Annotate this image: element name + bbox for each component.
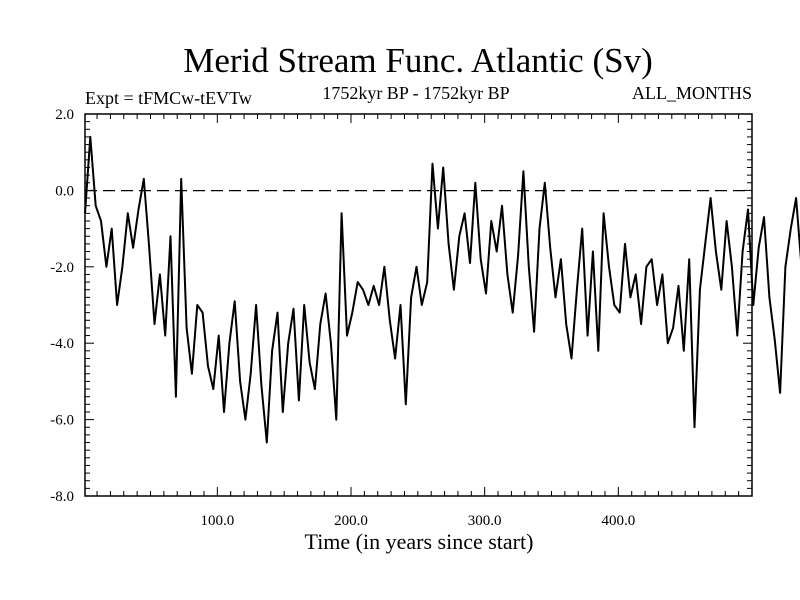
time-range-label: 1752kyr BP - 1752kyr BP — [322, 83, 509, 103]
x-tick-label: 400.0 — [601, 513, 635, 529]
y-tick-label: 2.0 — [55, 107, 74, 123]
season-label: ALL_MONTHS — [632, 83, 752, 103]
y-tick-label: -4.0 — [50, 336, 74, 352]
y-tick-label: -6.0 — [50, 413, 74, 429]
x-tick-label: 100.0 — [200, 513, 234, 529]
plot-frame — [84, 113, 753, 497]
tick-labels: 100.0 200.0 300.0 400.0 2.0 0.0 -2.0 -4.0 -6.0 -8… — [50, 107, 635, 529]
x-tick-label: 300.0 — [468, 513, 502, 529]
axis-ticks — [85, 113, 752, 497]
x-axis-title: Time (in years since start) — [305, 529, 534, 554]
chart-title: Merid Stream Func. Atlantic (Sv) — [183, 41, 653, 80]
experiment-label: Expt = tFMCw-tEVTw — [85, 88, 252, 108]
data-series-line — [84, 135, 800, 444]
y-tick-label: -2.0 — [50, 260, 74, 276]
y-tick-label: -8.0 — [50, 489, 74, 505]
y-tick-label: 0.0 — [55, 183, 74, 199]
x-tick-label: 200.0 — [334, 513, 368, 529]
